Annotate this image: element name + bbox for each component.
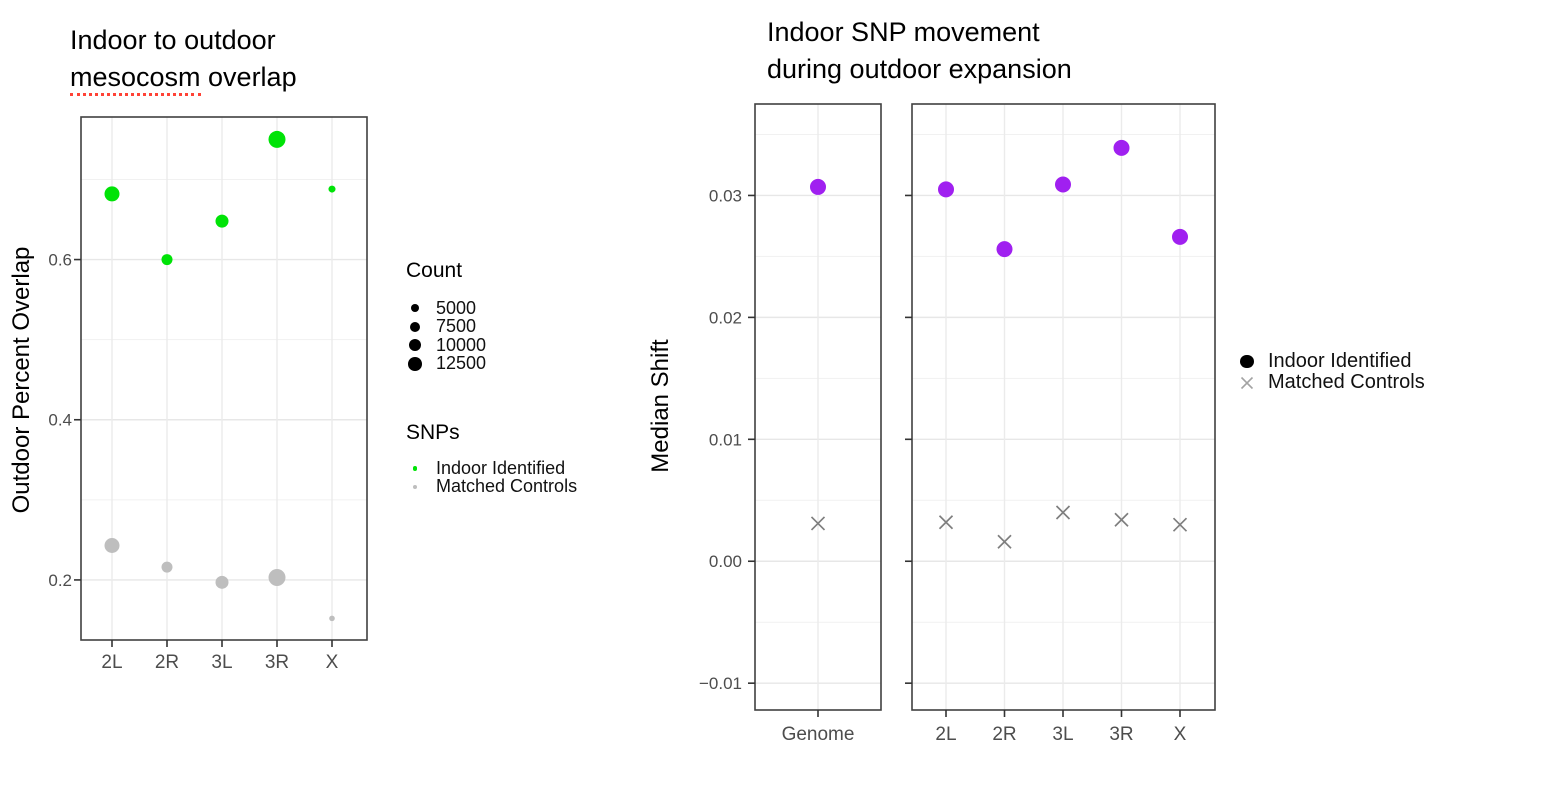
data-point bbox=[328, 185, 336, 193]
legend-item-label: Indoor Identified bbox=[1268, 350, 1412, 372]
legend-item-label: Matched Controls bbox=[1268, 371, 1425, 393]
chart1-title-line2: mesocosm overlap bbox=[70, 59, 297, 96]
data-point bbox=[268, 569, 286, 587]
data-point bbox=[329, 615, 335, 622]
series-indoor-identified bbox=[810, 178, 826, 195]
legend-marker bbox=[402, 484, 428, 489]
chart2-title-line1: Indoor SNP movement bbox=[767, 17, 1040, 47]
y-tick-label: 0.03 bbox=[709, 186, 742, 205]
data-point-x bbox=[1114, 512, 1129, 527]
series-indoor-identified bbox=[938, 139, 1188, 258]
chart2-title-line2: during outdoor expansion bbox=[767, 54, 1072, 84]
legend-item: 12500 bbox=[402, 353, 487, 374]
chart1-title-misspelled-word: mesocosm bbox=[70, 62, 201, 96]
legend-marker bbox=[402, 304, 428, 313]
y-tick-label: 0.2 bbox=[48, 571, 72, 590]
panel-border bbox=[80, 116, 368, 641]
data-point-x bbox=[810, 516, 826, 531]
chart1-title: Indoor to outdoor mesocosm overlap bbox=[70, 22, 297, 96]
y-tick-label: 0.6 bbox=[48, 251, 72, 270]
chart1-title-line1: Indoor to outdoor bbox=[70, 25, 276, 55]
x-tick-label: Genome bbox=[782, 724, 855, 745]
data-point bbox=[215, 575, 229, 589]
legend-item-label: 5000 bbox=[436, 297, 477, 318]
data-point bbox=[1172, 228, 1188, 245]
legend-x-marker bbox=[1240, 376, 1254, 389]
chromosome-panel: 2L 2R 3L 3R X bbox=[905, 103, 1216, 745]
data-point bbox=[810, 178, 826, 195]
x-tick-label: X bbox=[326, 652, 339, 673]
data-point-x bbox=[997, 534, 1012, 549]
legend-dot-marker bbox=[410, 304, 420, 313]
legend-item: Matched Controls bbox=[1234, 371, 1425, 393]
legend-dot-marker bbox=[412, 466, 418, 471]
legend-dot-marker bbox=[409, 339, 421, 352]
legend-dot-marker bbox=[412, 484, 418, 489]
legend-dot-marker bbox=[408, 356, 422, 371]
legend-dot-marker bbox=[410, 321, 420, 332]
data-point bbox=[1113, 139, 1130, 156]
overlap-panel: 2L 2R 3L 3R X 0.6 0.4 0.2 bbox=[48, 116, 368, 673]
legend-marker bbox=[402, 321, 428, 332]
data-point bbox=[161, 561, 173, 573]
data-point bbox=[104, 537, 120, 553]
data-point bbox=[996, 241, 1013, 258]
legend-item-label: 7500 bbox=[436, 316, 477, 337]
color-legend-title: SNPs bbox=[406, 421, 460, 444]
legend-item: 5000 bbox=[402, 297, 486, 318]
data-point-x bbox=[1172, 517, 1188, 532]
legend-item: 7500 bbox=[402, 316, 486, 337]
x-tick-label: 3L bbox=[1052, 724, 1073, 745]
legend-item-label: 10000 bbox=[436, 334, 487, 355]
x-tick-label: 3R bbox=[265, 652, 289, 673]
series-matched-controls bbox=[938, 505, 1188, 549]
legend-item-label: Matched Controls bbox=[436, 476, 578, 497]
legend-item-label: Indoor Identified bbox=[436, 457, 566, 478]
data-point bbox=[938, 181, 954, 198]
legend-marker bbox=[402, 356, 428, 371]
chart2-legend: Indoor Identified Matched Controls bbox=[1234, 350, 1425, 393]
series-matched-controls bbox=[810, 516, 826, 531]
color-legend: Indoor Identified Matched Controls bbox=[402, 457, 578, 497]
legend-marker bbox=[402, 339, 428, 352]
chart2-title: Indoor SNP movement during outdoor expan… bbox=[767, 14, 1072, 88]
data-point-x bbox=[1055, 505, 1071, 520]
y-tick-label: 0.4 bbox=[48, 411, 72, 430]
data-point bbox=[268, 130, 286, 148]
data-point-x bbox=[938, 515, 954, 530]
y-tick-label: 0.02 bbox=[709, 308, 742, 327]
legend-item: 10000 bbox=[402, 334, 487, 355]
series-indoor-identified bbox=[104, 130, 336, 266]
x-tick-label: 2R bbox=[155, 652, 179, 673]
size-legend-title: Count bbox=[406, 259, 463, 282]
x-tick-label: 2L bbox=[101, 652, 122, 673]
legend-item-label: 12500 bbox=[436, 353, 487, 374]
legend-marker bbox=[1234, 354, 1260, 369]
legend-item: Indoor Identified bbox=[1234, 350, 1425, 372]
data-point bbox=[104, 186, 120, 202]
y-tick-label: −0.01 bbox=[699, 674, 742, 693]
x-tick-label: 3R bbox=[1109, 724, 1133, 745]
size-legend: 5000 7500 10000 12500 bbox=[402, 297, 487, 374]
x-tick-label: 3L bbox=[211, 652, 232, 673]
genome-panel: Genome 0.03 0.02 0.01 0.00 −0.01 bbox=[699, 103, 882, 745]
x-tick-label: 2L bbox=[935, 724, 956, 745]
data-point bbox=[215, 214, 229, 228]
series-matched-controls bbox=[104, 537, 335, 622]
chart1-title-line2-rest: overlap bbox=[200, 62, 297, 92]
legend-item: Matched Controls bbox=[402, 476, 578, 497]
legend-item: Indoor Identified bbox=[402, 457, 577, 478]
x-tick-label: 2R bbox=[992, 724, 1016, 745]
legend-dot-marker bbox=[1240, 354, 1254, 369]
y-tick-label: 0.00 bbox=[709, 552, 742, 571]
legend-marker bbox=[1234, 375, 1260, 391]
data-point bbox=[161, 254, 173, 266]
data-point bbox=[1055, 176, 1071, 193]
x-tick-label: X bbox=[1174, 724, 1187, 745]
legend-marker bbox=[402, 466, 428, 471]
y-tick-label: 0.01 bbox=[709, 430, 742, 449]
